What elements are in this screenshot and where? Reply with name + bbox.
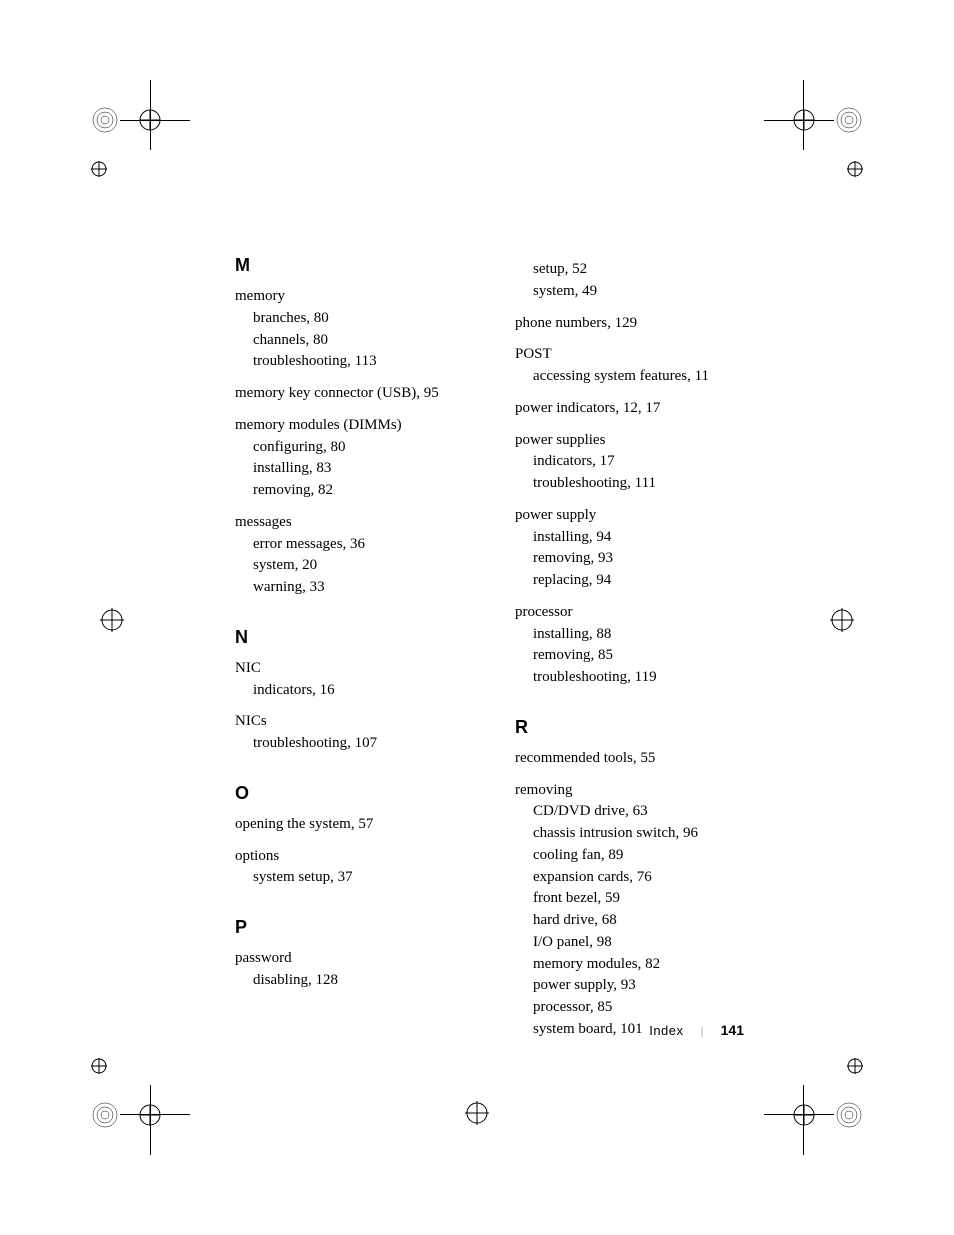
- index-subterm: warning, 33: [235, 577, 475, 599]
- index-subterm: replacing, 94: [515, 570, 755, 592]
- index-entry: setup, 52 system, 49: [515, 259, 755, 303]
- index-term: memory modules (DIMMs): [235, 415, 475, 437]
- index-entry: power supply installing, 94 removing, 93…: [515, 505, 755, 592]
- index-subterm: error messages, 36: [235, 534, 475, 556]
- index-subterm: removing, 85: [515, 645, 755, 667]
- crop-mark-icon: [465, 1101, 489, 1125]
- index-subterm: configuring, 80: [235, 437, 475, 459]
- index-subterm: front bezel, 59: [515, 888, 755, 910]
- page-footer: Index | 141: [649, 1022, 744, 1039]
- index-entry: removing CD/DVD drive, 63 chassis intrus…: [515, 780, 755, 1041]
- crop-mark-icon: [830, 608, 854, 632]
- index-entry: power indicators, 12, 17: [515, 398, 755, 420]
- section-heading-m: M: [235, 255, 475, 276]
- index-term: password: [235, 948, 475, 970]
- index-entry: password disabling, 128: [235, 948, 475, 992]
- index-entry: NIC indicators, 16: [235, 658, 475, 702]
- index-subterm: installing, 88: [515, 624, 755, 646]
- index-term: power indicators, 12, 17: [515, 398, 755, 420]
- index-subterm: I/O panel, 98: [515, 932, 755, 954]
- index-subterm: troubleshooting, 119: [515, 667, 755, 689]
- index-entry: processor installing, 88 removing, 85 tr…: [515, 602, 755, 689]
- index-entry: recommended tools, 55: [515, 748, 755, 770]
- index-entry: phone numbers, 129: [515, 313, 755, 335]
- index-term: messages: [235, 512, 475, 534]
- index-subterm: setup, 52: [515, 259, 755, 281]
- index-term: opening the system, 57: [235, 814, 475, 836]
- index-subterm: removing, 82: [235, 480, 475, 502]
- index-term: memory: [235, 286, 475, 308]
- index-subterm: troubleshooting, 107: [235, 733, 475, 755]
- index-entry: memory modules (DIMMs) configuring, 80 i…: [235, 415, 475, 502]
- index-term: processor: [515, 602, 755, 624]
- index-subterm: troubleshooting, 111: [515, 473, 755, 495]
- index-subterm: accessing system features, 11: [515, 366, 755, 388]
- index-term: power supply: [515, 505, 755, 527]
- footer-section-label: Index: [649, 1023, 683, 1038]
- index-entry: memory key connector (USB), 95: [235, 383, 475, 405]
- index-subterm: disabling, 128: [235, 970, 475, 992]
- index-subterm: system, 49: [515, 281, 755, 303]
- index-entry: opening the system, 57: [235, 814, 475, 836]
- index-subterm: removing, 93: [515, 548, 755, 570]
- index-subterm: power supply, 93: [515, 975, 755, 997]
- right-column: setup, 52 system, 49 phone numbers, 129 …: [515, 255, 755, 1051]
- index-term: phone numbers, 129: [515, 313, 755, 335]
- index-entry: options system setup, 37: [235, 846, 475, 890]
- index-subterm: chassis intrusion switch, 96: [515, 823, 755, 845]
- index-term: NIC: [235, 658, 475, 680]
- index-entry: power supplies indicators, 17 troublesho…: [515, 430, 755, 495]
- index-subterm: branches, 80: [235, 308, 475, 330]
- index-subterm: hard drive, 68: [515, 910, 755, 932]
- footer-separator: |: [701, 1023, 704, 1038]
- section-heading-r: R: [515, 717, 755, 738]
- index-term: memory key connector (USB), 95: [235, 383, 475, 405]
- index-subterm: indicators, 17: [515, 451, 755, 473]
- index-subterm: system, 20: [235, 555, 475, 577]
- index-subterm: indicators, 16: [235, 680, 475, 702]
- index-entry: POST accessing system features, 11: [515, 344, 755, 388]
- index-subterm: troubleshooting, 113: [235, 351, 475, 373]
- index-term: options: [235, 846, 475, 868]
- index-subterm: system setup, 37: [235, 867, 475, 889]
- section-heading-p: P: [235, 917, 475, 938]
- index-subterm: installing, 83: [235, 458, 475, 480]
- index-entry: memory branches, 80 channels, 80 trouble…: [235, 286, 475, 373]
- index-term: NICs: [235, 711, 475, 733]
- index-entry: NICs troubleshooting, 107: [235, 711, 475, 755]
- index-subterm: memory modules, 82: [515, 954, 755, 976]
- index-subterm: cooling fan, 89: [515, 845, 755, 867]
- index-subterm: CD/DVD drive, 63: [515, 801, 755, 823]
- section-heading-n: N: [235, 627, 475, 648]
- section-heading-o: O: [235, 783, 475, 804]
- index-term: POST: [515, 344, 755, 366]
- index-subterm: installing, 94: [515, 527, 755, 549]
- index-subterm: processor, 85: [515, 997, 755, 1019]
- index-subterm: expansion cards, 76: [515, 867, 755, 889]
- page: M memory branches, 80 channels, 80 troub…: [0, 0, 954, 1235]
- index-content: M memory branches, 80 channels, 80 troub…: [235, 255, 755, 1051]
- index-subterm: channels, 80: [235, 330, 475, 352]
- index-term: power supplies: [515, 430, 755, 452]
- index-term: removing: [515, 780, 755, 802]
- index-term: recommended tools, 55: [515, 748, 755, 770]
- footer-page-number: 141: [721, 1022, 744, 1038]
- index-entry: messages error messages, 36 system, 20 w…: [235, 512, 475, 599]
- left-column: M memory branches, 80 channels, 80 troub…: [235, 255, 475, 1051]
- crop-mark-icon: [100, 608, 124, 632]
